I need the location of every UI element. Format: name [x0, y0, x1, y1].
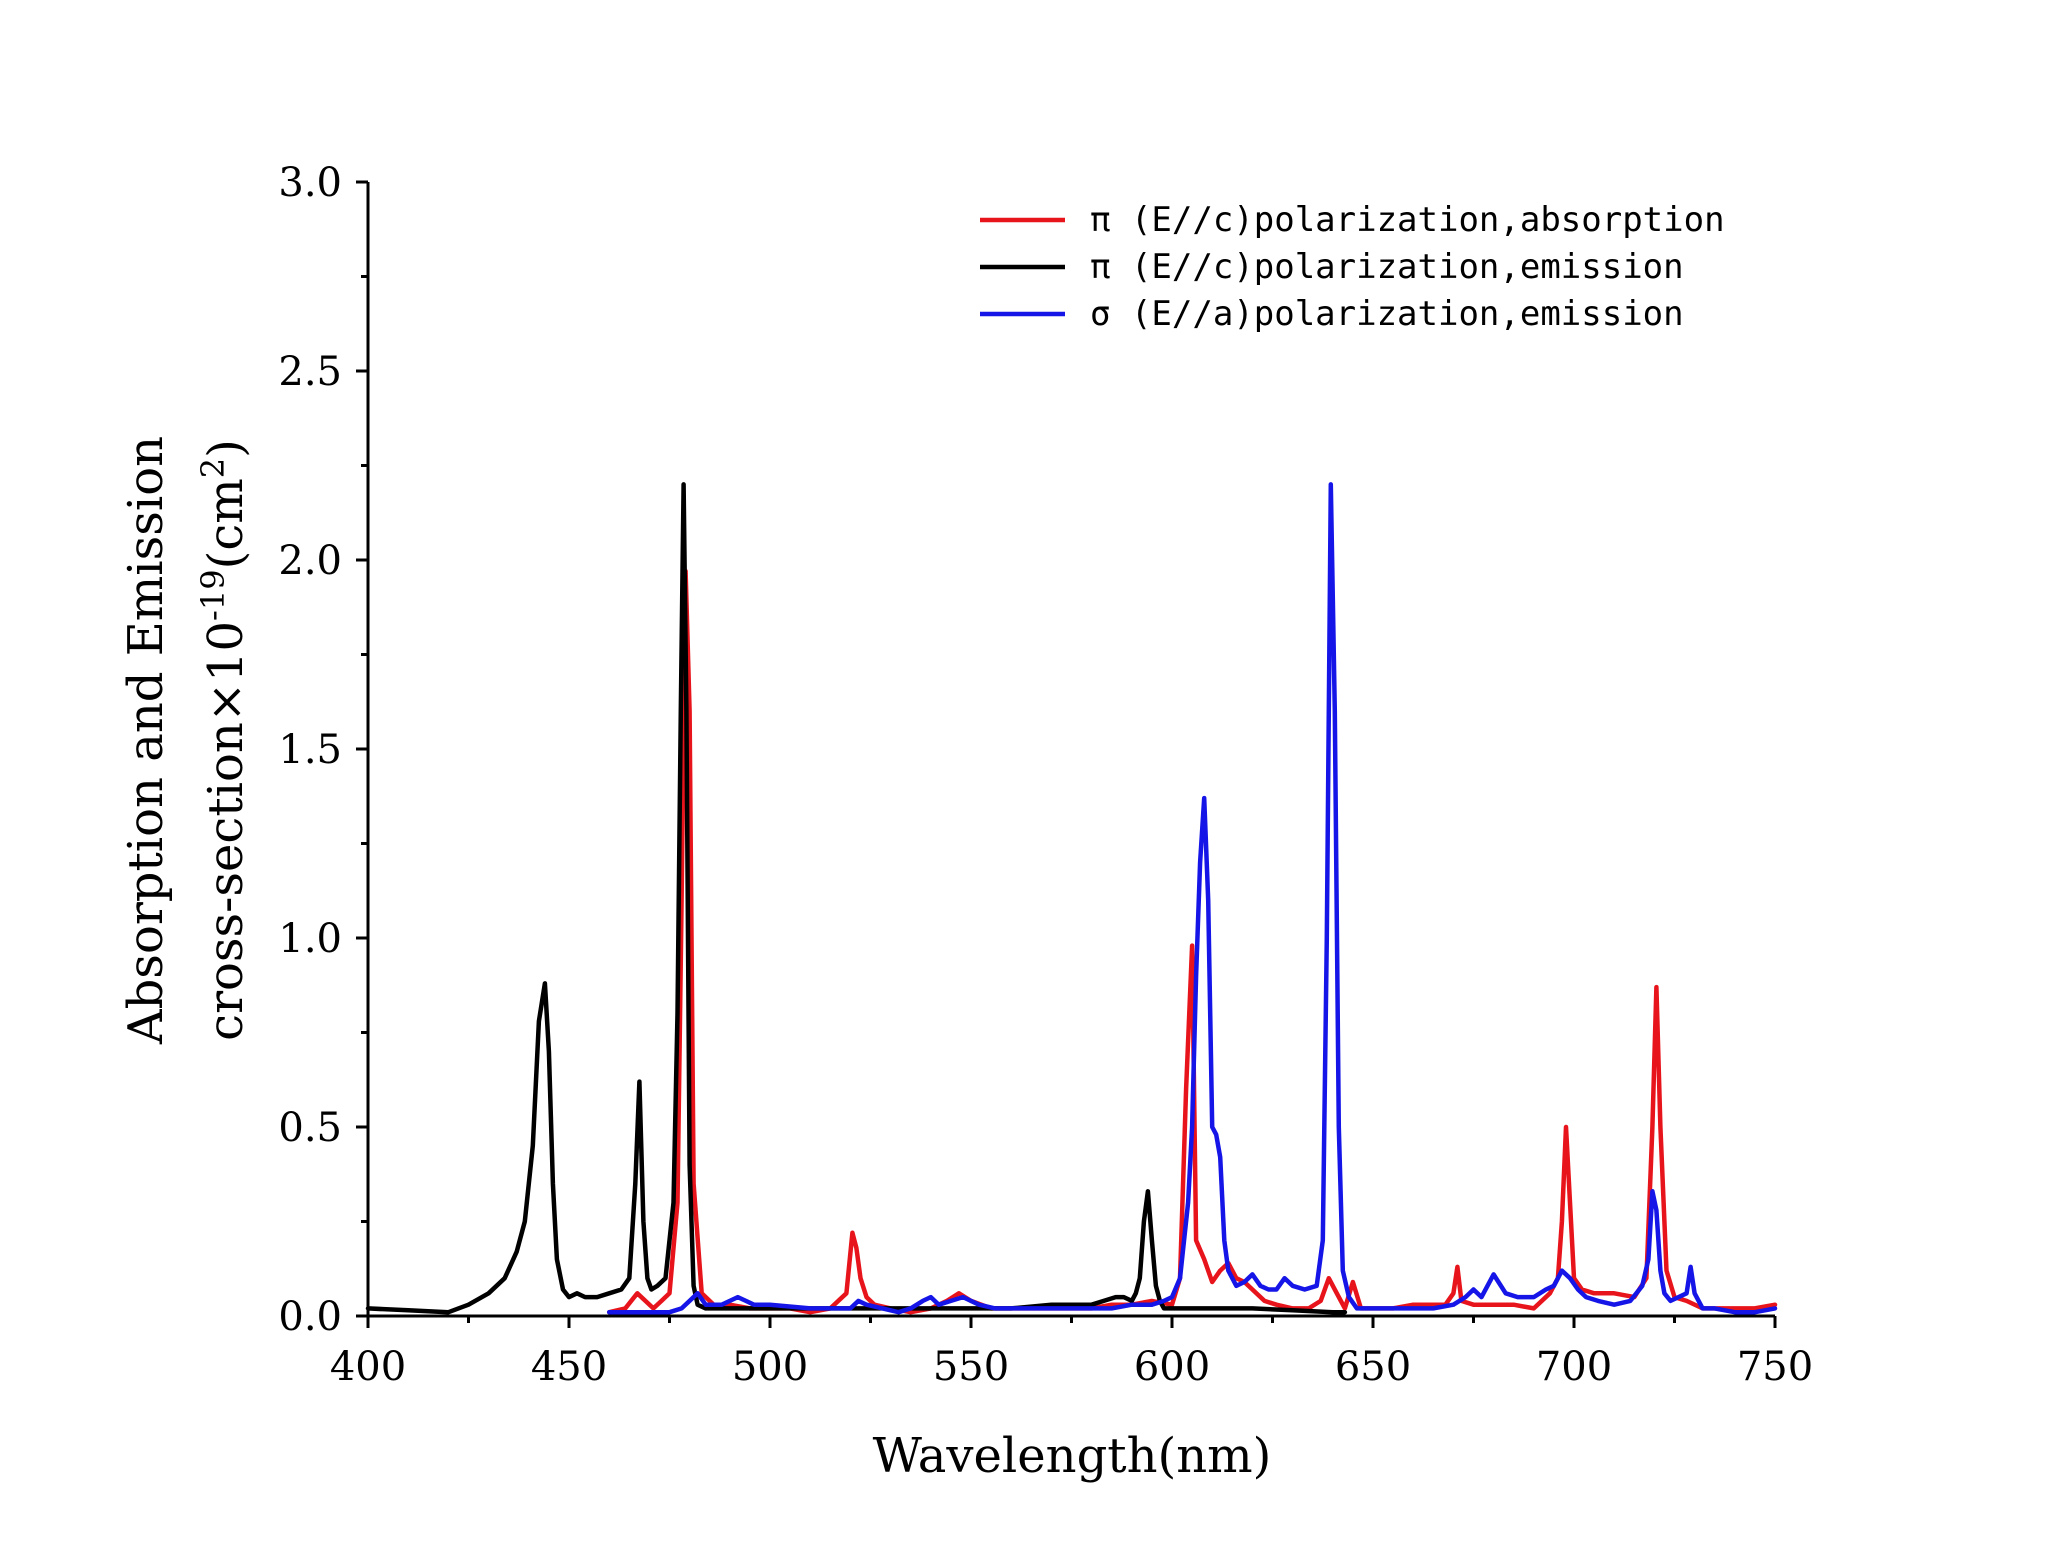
x-tick-label: 500	[732, 1344, 808, 1390]
legend-label-0: π (E∕∕c)polarization,absorption	[1090, 200, 1725, 240]
series-line-2	[606, 482, 1778, 1315]
series-line-1	[365, 482, 1348, 1315]
series-group	[365, 482, 1778, 1315]
x-ticks: 400 450 500 550 600 650 700 750	[330, 1316, 1813, 1390]
x-tick-label: 400	[330, 1344, 406, 1390]
y-tick-label: 2.5	[278, 349, 342, 395]
y-axis-title-line-2: cross-section×10-19(cm2)	[194, 439, 254, 1041]
x-tick-label: 750	[1737, 1344, 1813, 1390]
y-tick-label: 0.5	[278, 1105, 342, 1151]
series-line-0	[606, 569, 1778, 1315]
legend-label-1: π (E∕∕c)polarization,emission	[1090, 247, 1684, 287]
legend-label-2: σ (E∕∕a)polarization,emission	[1090, 294, 1684, 334]
y-axis-title-unit-open: (cm	[198, 478, 254, 569]
x-tick-label: 450	[531, 1344, 607, 1390]
x-tick-label: 650	[1335, 1344, 1411, 1390]
y-tick-label: 2.0	[278, 538, 342, 584]
y-tick-label: 3.0	[278, 160, 342, 206]
y-tick-label: 1.5	[278, 727, 342, 773]
y-ticks: 0.0 0.5 1.0 1.5 2.0 2.5 3.0	[278, 160, 368, 1340]
y-tick-label: 0.0	[278, 1294, 342, 1340]
x-tick-label: 600	[1134, 1344, 1210, 1390]
y-axis-title-exponent: -19	[194, 569, 232, 621]
y-axis-title-unit-close: )	[198, 439, 254, 458]
x-tick-label: 550	[933, 1344, 1009, 1390]
y-axis-title-line-1: Absorption and Emission	[118, 436, 174, 1045]
y-axis-title-unit-exponent: 2	[194, 458, 232, 478]
y-tick-label: 1.0	[278, 916, 342, 962]
legend: π (E∕∕c)polarization,absorption π (E∕∕c)p…	[980, 200, 1725, 334]
y-axis-title-prefix: cross-section×10	[198, 621, 254, 1041]
x-tick-label: 700	[1536, 1344, 1612, 1390]
x-axis-title: Wavelength(nm)	[873, 1428, 1272, 1484]
